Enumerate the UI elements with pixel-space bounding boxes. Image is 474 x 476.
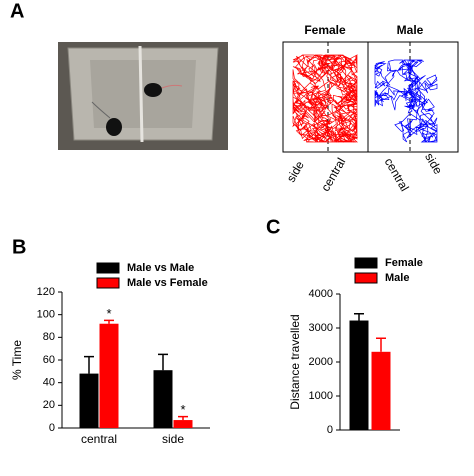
zone-label: central <box>318 155 348 193</box>
panel-label: B <box>12 236 26 258</box>
error-bar <box>84 355 94 374</box>
significance-mark: * <box>106 306 111 321</box>
trajectory-frame <box>282 41 459 153</box>
legend-label: Male vs Female <box>127 277 208 289</box>
error-bar <box>158 353 168 371</box>
bar <box>173 420 193 428</box>
photo <box>58 42 228 150</box>
legend-swatch <box>354 257 378 269</box>
y-tick-label: 3000 <box>309 322 333 334</box>
tracks <box>292 54 438 143</box>
bar <box>153 370 173 428</box>
error-bar <box>354 312 364 321</box>
y-tick-label: 1000 <box>309 390 333 402</box>
trajectory-title: Female <box>304 23 346 37</box>
y-tick-label: 0 <box>327 424 333 436</box>
legend-label: Male vs Male <box>127 262 194 274</box>
y-tick-label: 0 <box>49 422 55 434</box>
y-tick-label: 120 <box>37 286 55 298</box>
bar <box>99 323 119 428</box>
y-axis-label: % Time <box>10 340 24 380</box>
y-axis-label: Distance travelled <box>288 314 302 409</box>
y-tick-label: 40 <box>43 377 55 389</box>
y-tick-label: 4000 <box>309 288 333 300</box>
zone-label: side <box>284 158 307 184</box>
legend-swatch <box>96 262 120 274</box>
error-bar <box>104 319 114 324</box>
panel-label: A <box>10 0 24 22</box>
legend-label: Female <box>385 257 423 269</box>
bar <box>349 320 369 430</box>
bar <box>371 351 391 430</box>
trajectory-title: Male <box>397 23 424 37</box>
significance-mark: * <box>180 402 185 417</box>
error-bar <box>178 415 188 421</box>
y-tick-label: 2000 <box>309 356 333 368</box>
x-tick-label: central <box>81 432 117 446</box>
track <box>374 59 438 143</box>
y-tick-label: 20 <box>43 399 55 411</box>
zone-label: central <box>382 155 412 193</box>
x-tick-label: side <box>162 432 184 446</box>
legend-swatch <box>96 277 120 289</box>
y-tick-label: 80 <box>43 331 55 343</box>
y-tick-label: 100 <box>37 309 55 321</box>
legend-swatch <box>354 272 378 284</box>
error-bar <box>376 337 386 352</box>
zone-label: side <box>422 151 445 177</box>
track <box>292 54 359 143</box>
y-tick-label: 60 <box>43 354 55 366</box>
bar <box>79 373 99 428</box>
panel-label: C <box>266 216 280 238</box>
legend-label: Male <box>385 272 409 284</box>
